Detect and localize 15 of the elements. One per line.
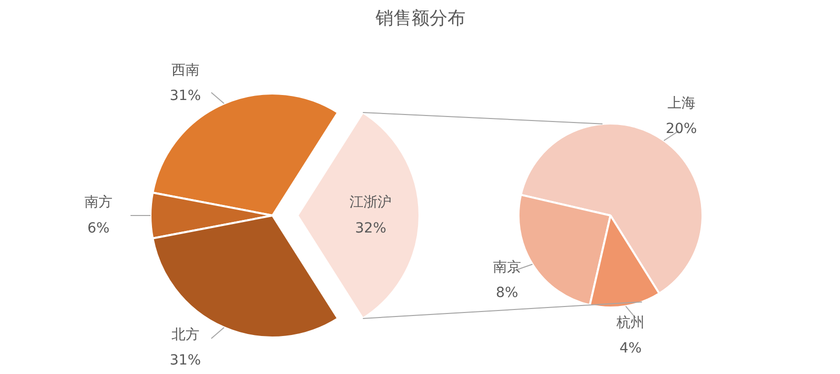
slice-label: 江浙沪 — [350, 194, 392, 211]
data-label: 31% — [170, 352, 201, 368]
chart-title: 销售额分布 — [374, 8, 466, 29]
slice-label: 南京 — [493, 259, 522, 276]
data-label: 20% — [666, 120, 697, 137]
slice-label: 上海 — [667, 95, 696, 112]
slice-label: 北方 — [171, 326, 200, 343]
data-label: 8% — [496, 284, 518, 301]
slice-label: 杭州 — [616, 315, 645, 332]
data-label: 6% — [87, 220, 110, 236]
slice-label: 南方 — [84, 194, 112, 211]
data-label: 31% — [170, 88, 201, 104]
data-label: 4% — [620, 340, 642, 357]
data-label: 32% — [355, 220, 386, 236]
slice-label: 西南 — [171, 62, 200, 79]
